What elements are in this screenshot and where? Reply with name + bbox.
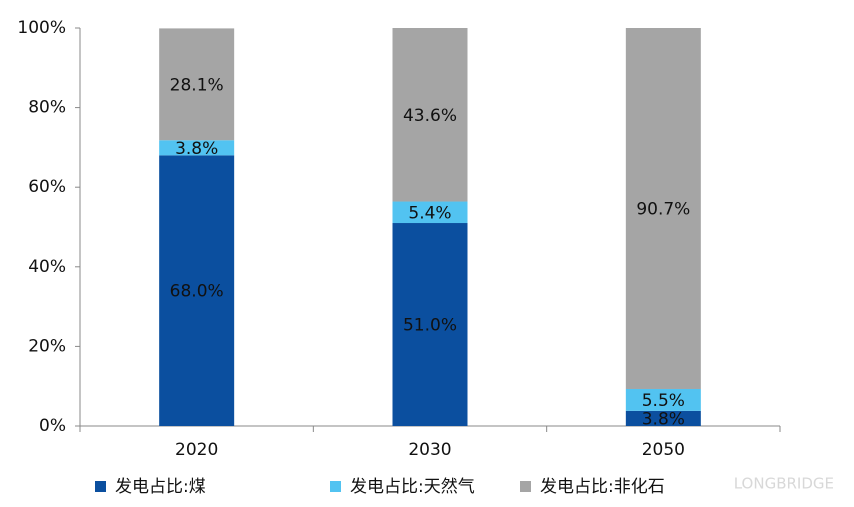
value-label: 3.8% [642, 409, 685, 429]
value-label: 68.0% [170, 282, 224, 302]
value-label: 90.7% [636, 199, 690, 219]
value-label: 43.6% [403, 106, 457, 126]
y-tick-label: 80% [28, 98, 66, 118]
value-label: 5.5% [642, 391, 685, 411]
value-label: 51.0% [403, 316, 457, 336]
bar-segment [159, 155, 235, 427]
legend-swatch [330, 481, 341, 492]
bar-segment [625, 388, 701, 411]
legend-label: 发电占比:煤 [115, 477, 206, 497]
bar-segment [625, 410, 701, 426]
y-tick-label: 40% [28, 257, 66, 277]
bar-segment [392, 201, 468, 224]
x-tick-label: 2020 [175, 440, 218, 460]
legend-label: 发电占比:非化石 [540, 477, 665, 497]
legend-label: 发电占比:天然气 [350, 477, 475, 497]
y-tick-label: 60% [28, 177, 66, 197]
x-tick-label: 2050 [642, 440, 685, 460]
y-tick-label: 20% [28, 336, 66, 356]
value-label: 5.4% [408, 203, 451, 223]
bar-segment [159, 140, 235, 156]
watermark: LONGBRIDGE [734, 475, 834, 493]
value-label: 28.1% [170, 75, 224, 95]
bar-segment [625, 28, 701, 389]
legend-swatch [520, 481, 531, 492]
bar-segment [159, 28, 235, 141]
y-tick-label: 100% [17, 18, 66, 38]
value-label: 3.8% [175, 139, 218, 159]
bar-segment [392, 28, 468, 202]
legend-swatch [95, 481, 106, 492]
y-tick-label: 0% [39, 416, 66, 436]
x-tick-label: 2030 [408, 440, 451, 460]
bar-segment [392, 223, 468, 426]
